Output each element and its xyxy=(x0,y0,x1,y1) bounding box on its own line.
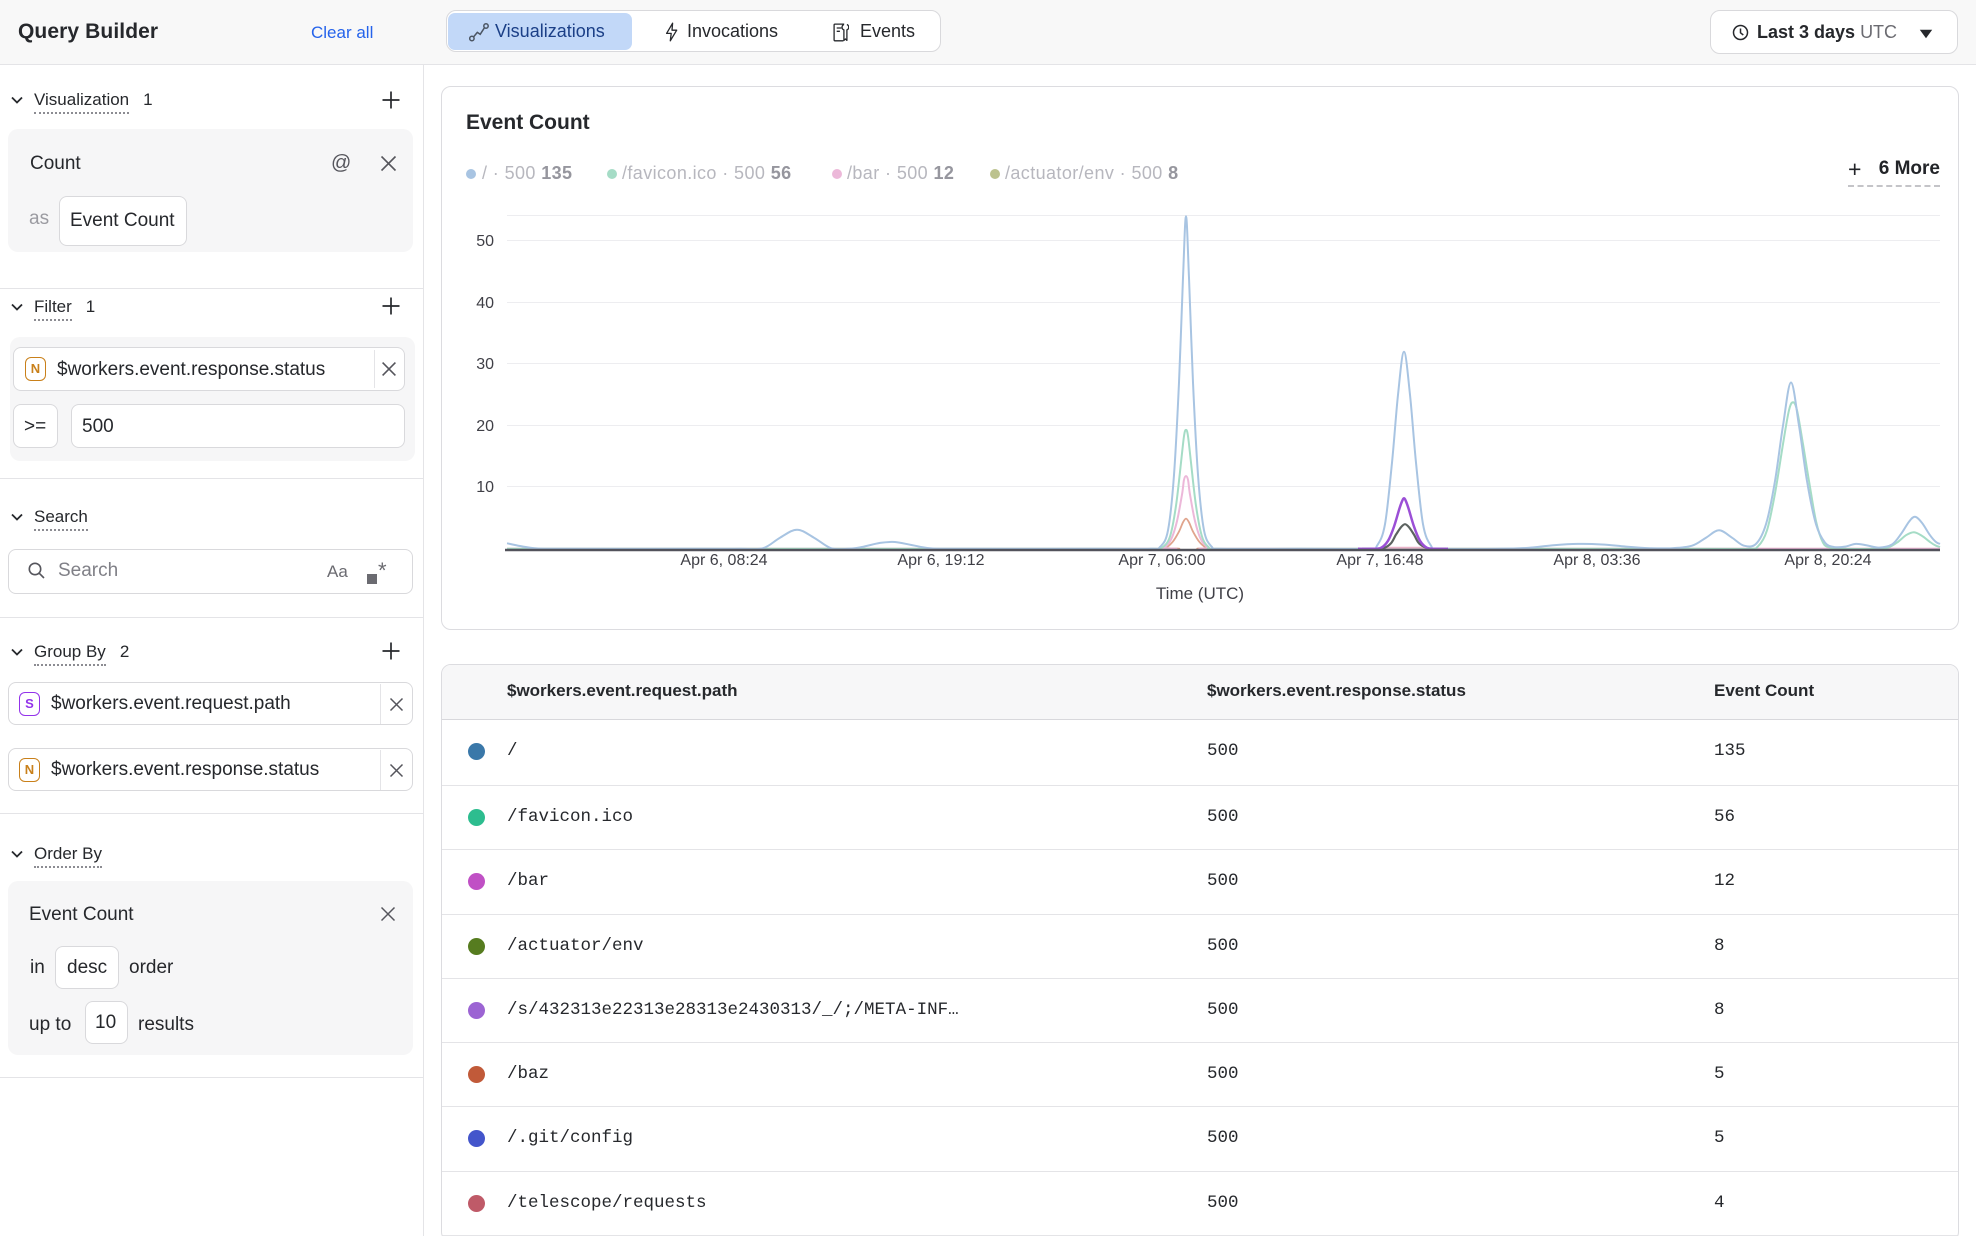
svg-text:Apr 6, 08:24: Apr 6, 08:24 xyxy=(680,552,767,569)
svg-text:10: 10 xyxy=(476,479,494,496)
svg-text:50: 50 xyxy=(476,233,494,250)
svg-text:20: 20 xyxy=(476,418,494,435)
svg-text:Time (UTC): Time (UTC) xyxy=(1156,584,1244,603)
svg-text:*: * xyxy=(378,560,387,583)
svg-text:Apr 8, 03:36: Apr 8, 03:36 xyxy=(1553,552,1640,569)
svg-text:Apr 6, 19:12: Apr 6, 19:12 xyxy=(897,552,984,569)
svg-text:Apr 8, 20:24: Apr 8, 20:24 xyxy=(1784,552,1871,569)
svg-text:40: 40 xyxy=(476,295,494,312)
svg-text:Apr 7, 06:00: Apr 7, 06:00 xyxy=(1118,552,1205,569)
svg-text:Apr 7, 16:48: Apr 7, 16:48 xyxy=(1336,552,1423,569)
svg-text:30: 30 xyxy=(476,356,494,373)
